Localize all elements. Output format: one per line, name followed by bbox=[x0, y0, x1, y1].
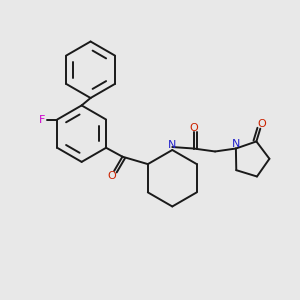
Text: O: O bbox=[257, 119, 266, 129]
Text: O: O bbox=[107, 171, 116, 181]
Text: F: F bbox=[39, 115, 46, 124]
Text: N: N bbox=[168, 140, 176, 150]
Text: N: N bbox=[232, 139, 241, 149]
Text: O: O bbox=[189, 123, 198, 133]
